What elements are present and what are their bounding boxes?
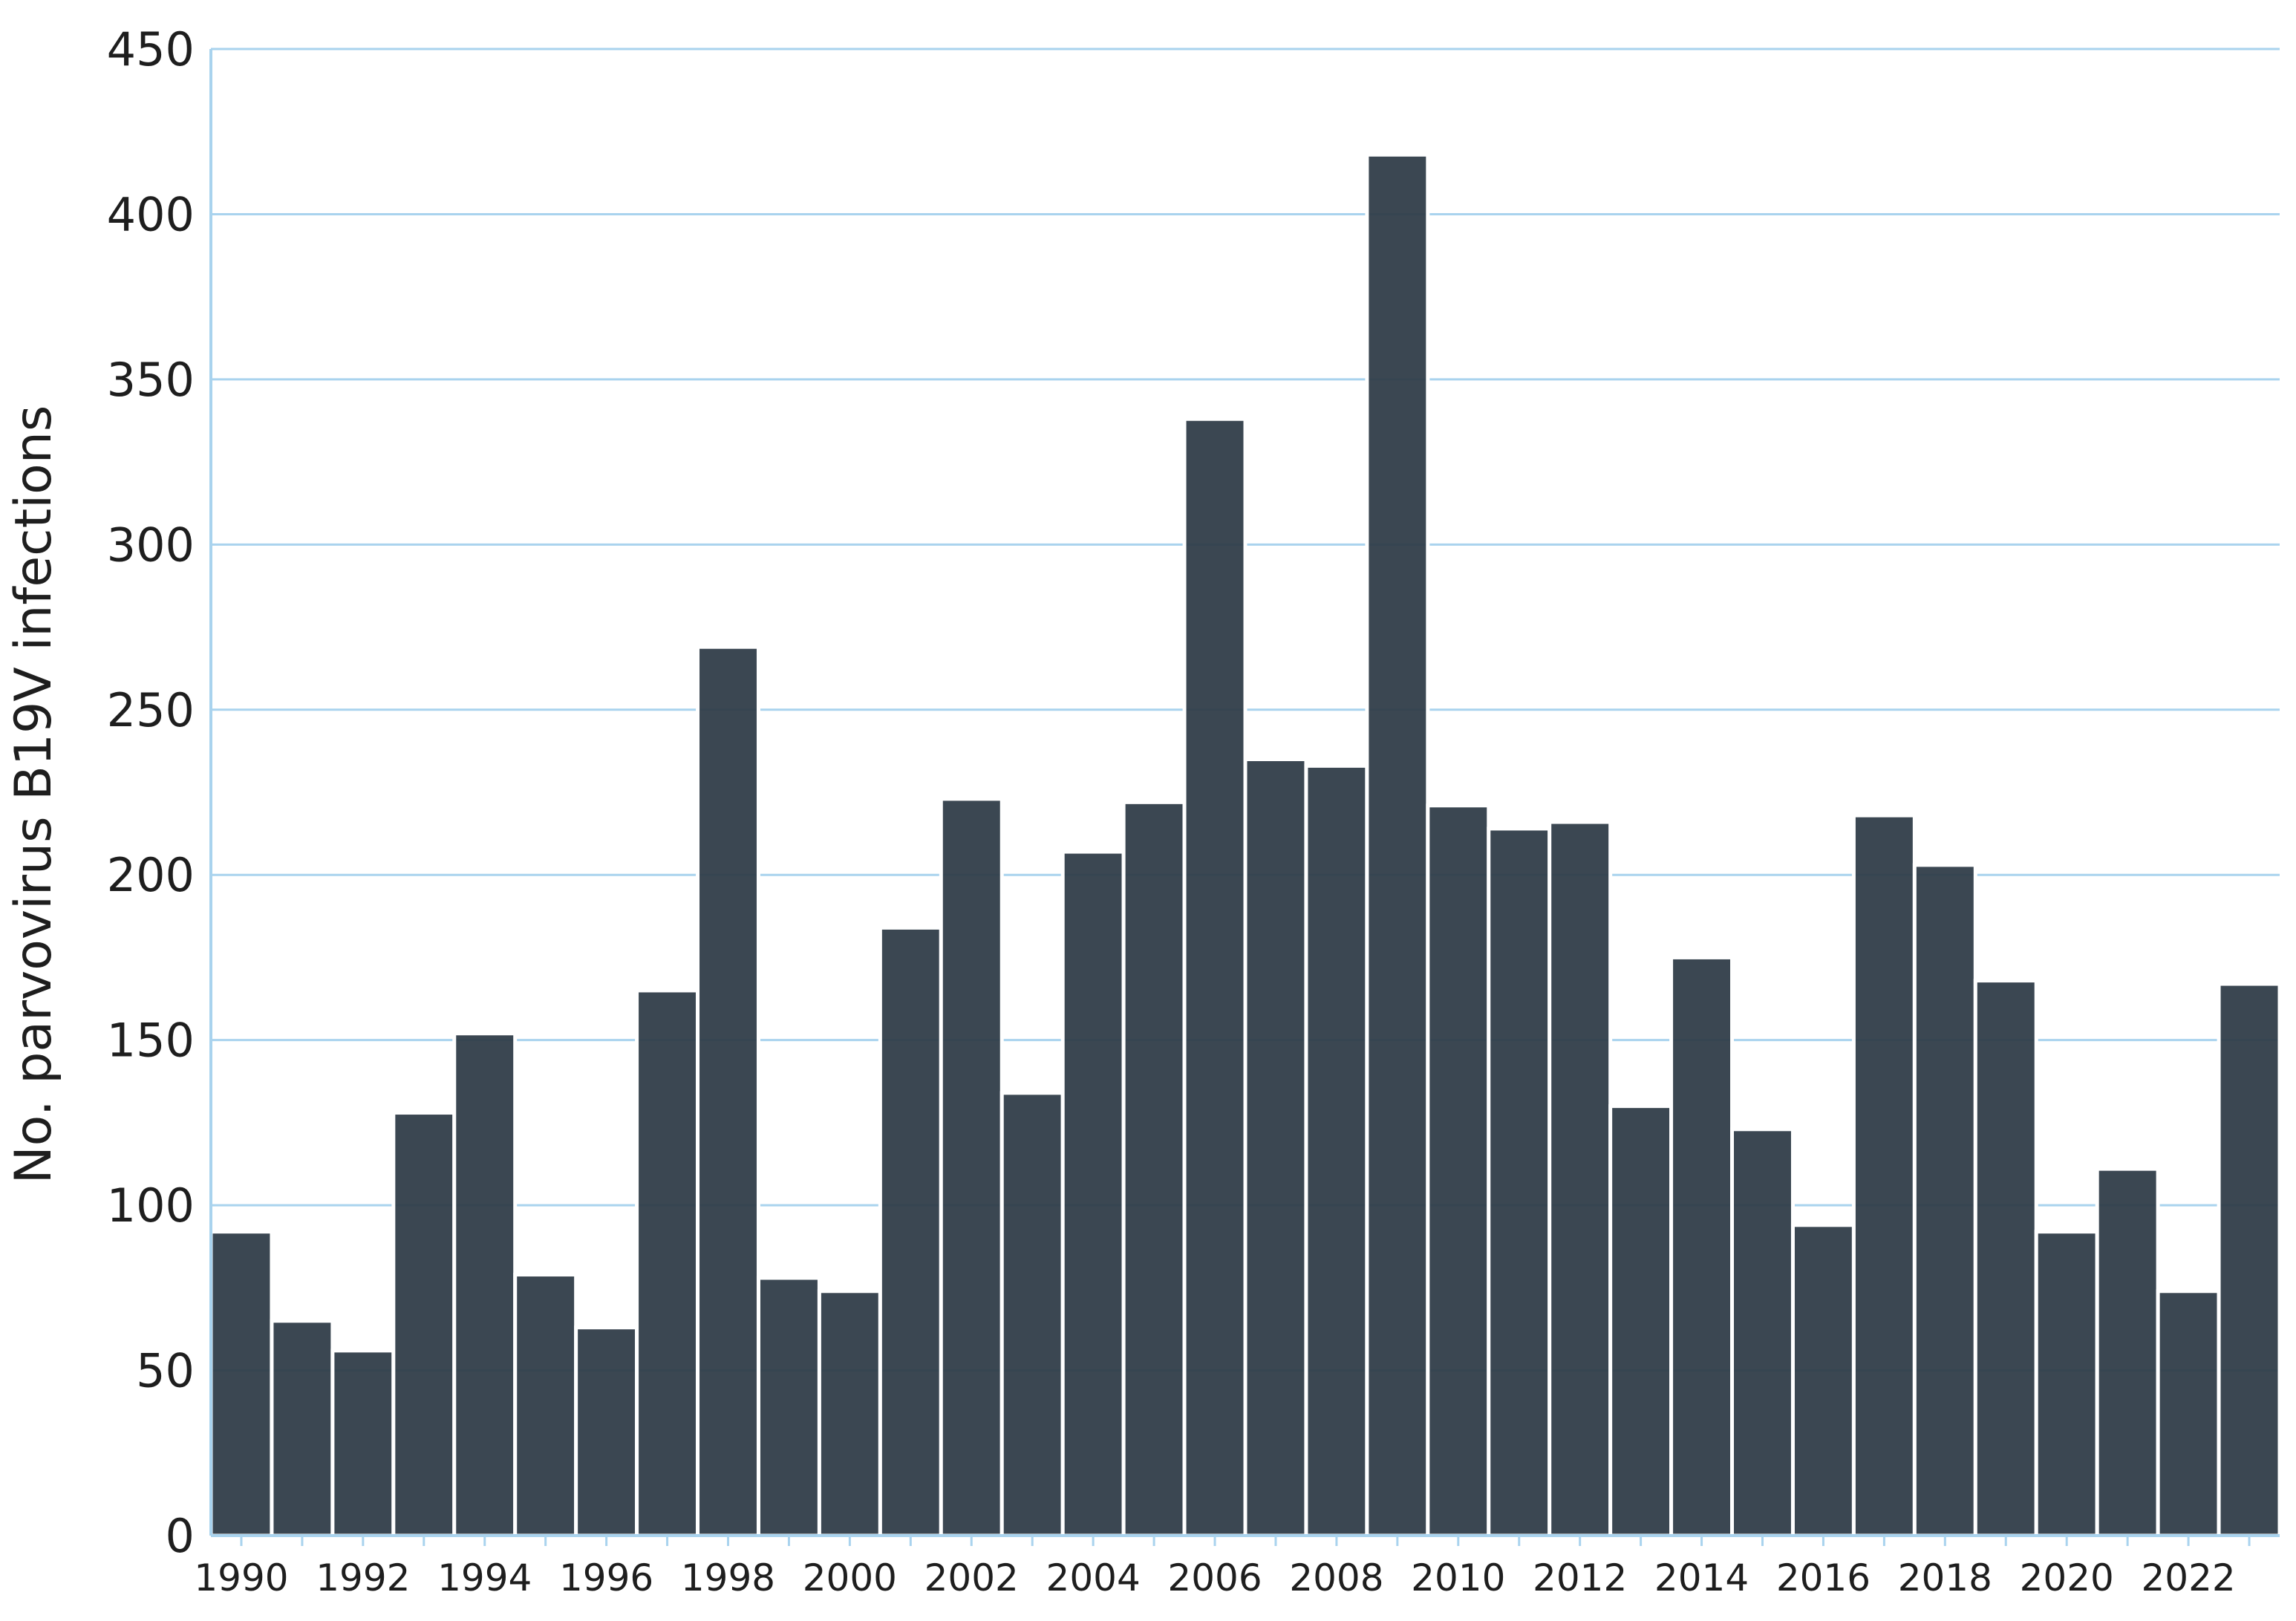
bar-1990 xyxy=(209,1230,274,1538)
tick-labels: 0 50 100 150 200 250 300 350 400 450 1990 1992 1994 1… xyxy=(107,22,2236,1599)
y-tick-label-150: 150 xyxy=(107,1014,195,1068)
bar-1998 xyxy=(696,645,760,1538)
y-tick-label-100: 100 xyxy=(107,1178,195,1233)
bar-1994 xyxy=(452,1031,518,1538)
x-tick-label-2008: 2008 xyxy=(1289,1556,1383,1599)
bar-1992 xyxy=(330,1348,396,1538)
bar-2009 xyxy=(1365,152,1430,1538)
axes xyxy=(209,49,2280,1546)
bar-2023 xyxy=(2217,982,2282,1538)
bar-2002 xyxy=(939,797,1004,1538)
bar-2015 xyxy=(1730,1127,1795,1538)
y-tick-label-450: 450 xyxy=(107,22,195,76)
bar-2003 xyxy=(999,1091,1065,1538)
bar-2017 xyxy=(1851,813,1917,1538)
x-tick-label-2022: 2022 xyxy=(2141,1556,2235,1599)
x-tick-label-1994: 1994 xyxy=(437,1556,532,1599)
x-tick-label-2016: 2016 xyxy=(1776,1556,1871,1599)
bar-2010 xyxy=(1426,803,1491,1538)
y-tick-label-300: 300 xyxy=(107,518,195,572)
bar-2008 xyxy=(1304,763,1369,1538)
x-tick-label-2006: 2006 xyxy=(1167,1556,1262,1599)
x-tick-label-2018: 2018 xyxy=(1898,1556,1992,1599)
bar-2018 xyxy=(1912,863,1977,1538)
y-tick-label-400: 400 xyxy=(107,187,195,241)
bar-2012 xyxy=(1547,820,1613,1538)
bar-1995 xyxy=(513,1273,578,1538)
x-tick-label-2012: 2012 xyxy=(1533,1556,1627,1599)
x-tick-label-2014: 2014 xyxy=(1654,1556,1749,1599)
x-tick-label-2020: 2020 xyxy=(2020,1556,2114,1599)
bar-2004 xyxy=(1060,849,1126,1538)
bar-2006 xyxy=(1182,417,1248,1538)
y-axis-title: No. parvovirus B19V infections xyxy=(4,405,63,1184)
x-tick-label-2010: 2010 xyxy=(1411,1556,1505,1599)
bar-1999 xyxy=(756,1276,821,1538)
bar-1993 xyxy=(391,1111,457,1538)
bar-2014 xyxy=(1669,955,1735,1538)
bar-2021 xyxy=(2095,1167,2160,1538)
y-tick-label-200: 200 xyxy=(107,848,195,902)
bar-2000 xyxy=(817,1289,882,1538)
bar-2011 xyxy=(1487,826,1552,1538)
y-tick-label-0: 0 xyxy=(166,1509,195,1563)
x-tick-label-2004: 2004 xyxy=(1046,1556,1141,1599)
bar-2019 xyxy=(1973,979,2038,1538)
x-tick-label-1996: 1996 xyxy=(559,1556,653,1599)
x-tick-label-1990: 1990 xyxy=(194,1556,288,1599)
y-tick-label-50: 50 xyxy=(136,1344,195,1398)
bar-2001 xyxy=(878,925,943,1538)
x-tick-label-2000: 2000 xyxy=(803,1556,897,1599)
bars xyxy=(209,152,2282,1538)
y-tick-label-350: 350 xyxy=(107,353,195,407)
x-tick-label-2002: 2002 xyxy=(924,1556,1019,1599)
y-tick-label-250: 250 xyxy=(107,683,195,737)
x-tick-label-1992: 1992 xyxy=(316,1556,410,1599)
bar-1997 xyxy=(635,988,700,1538)
bar-2005 xyxy=(1121,800,1187,1538)
bar-2022 xyxy=(2156,1289,2221,1538)
bar-1991 xyxy=(270,1319,335,1538)
bar-1996 xyxy=(574,1325,639,1538)
bar-2007 xyxy=(1243,757,1308,1538)
bar-2020 xyxy=(2034,1230,2099,1538)
x-tick-label-1998: 1998 xyxy=(681,1556,775,1599)
bar-2013 xyxy=(1608,1104,1674,1538)
bar-2016 xyxy=(1790,1223,1856,1538)
